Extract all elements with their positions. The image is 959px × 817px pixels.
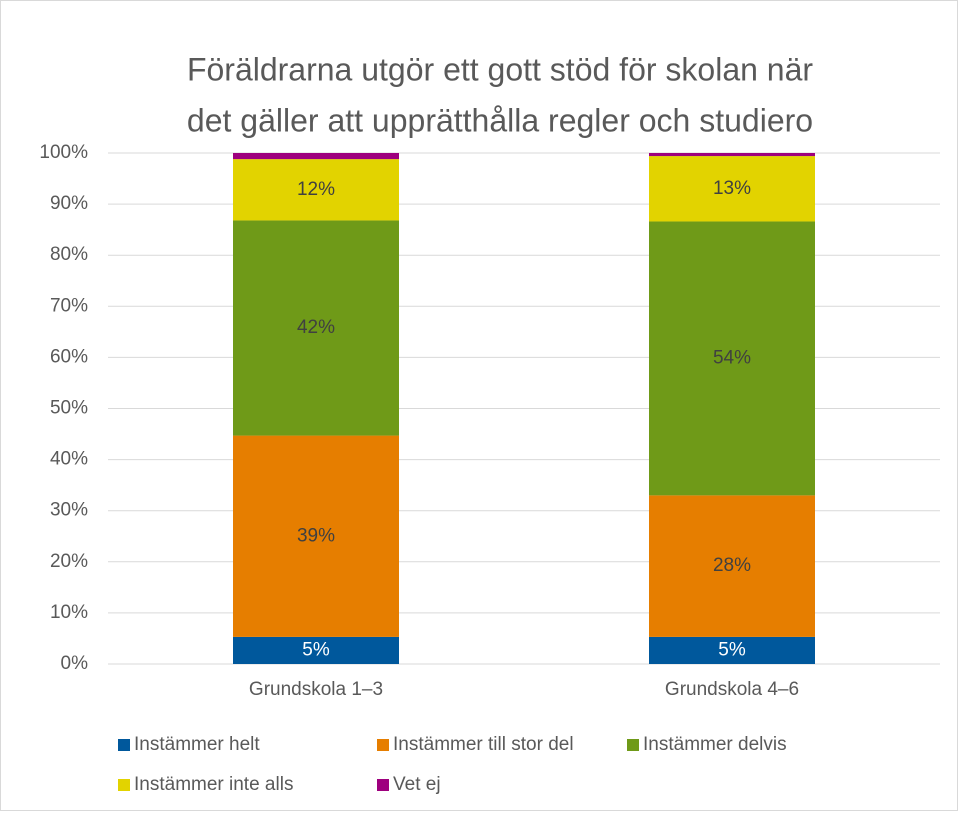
data-label: 5%	[302, 639, 330, 660]
legend-swatch	[627, 739, 639, 751]
y-tick-label: 90%	[50, 193, 88, 214]
legend-label: Instämmer till stor del	[393, 734, 574, 755]
y-tick-label: 60%	[50, 346, 88, 367]
legend-swatch	[377, 779, 389, 791]
bar-segment	[649, 153, 815, 157]
y-tick-label: 80%	[50, 244, 88, 265]
bar-segment	[233, 435, 399, 637]
legend-swatch	[118, 739, 130, 751]
legend-label: Instämmer inte alls	[134, 774, 293, 795]
y-tick-label: 10%	[50, 602, 88, 623]
data-label: 5%	[718, 639, 746, 660]
bar-segment	[649, 636, 815, 664]
y-tick-label: 100%	[39, 142, 88, 163]
data-label: 42%	[297, 317, 335, 338]
y-tick-label: 40%	[50, 449, 88, 470]
data-label: 54%	[713, 347, 751, 368]
legend-swatch	[377, 739, 389, 751]
bar-segment	[233, 636, 399, 664]
y-tick-label: 50%	[50, 398, 88, 419]
y-tick-label: 20%	[50, 551, 88, 572]
chart-title: Föräldrarna utgör ett gott stöd för skol…	[187, 51, 813, 87]
legend-label: Instämmer delvis	[643, 734, 787, 755]
x-tick-label: Grundskola 4–6	[665, 679, 799, 700]
legend-label: Instämmer helt	[134, 734, 260, 755]
data-label: 12%	[297, 179, 335, 200]
bar-segment	[649, 495, 815, 637]
bar-segment	[233, 220, 399, 436]
data-label: 13%	[713, 178, 751, 199]
y-tick-label: 30%	[50, 500, 88, 521]
bar-segment	[649, 221, 815, 496]
y-tick-label: 70%	[50, 295, 88, 316]
bar-segment	[233, 159, 399, 221]
data-label: 28%	[713, 555, 751, 576]
legend-label: Vet ej	[393, 774, 441, 795]
y-tick-label: 0%	[61, 653, 89, 674]
bar-segment	[649, 156, 815, 222]
bar-segment	[233, 153, 399, 160]
legend-swatch	[118, 779, 130, 791]
x-tick-label: Grundskola 1–3	[249, 679, 383, 700]
data-label: 39%	[297, 525, 335, 546]
chart-title: det gäller att upprätthålla regler och s…	[187, 102, 813, 138]
